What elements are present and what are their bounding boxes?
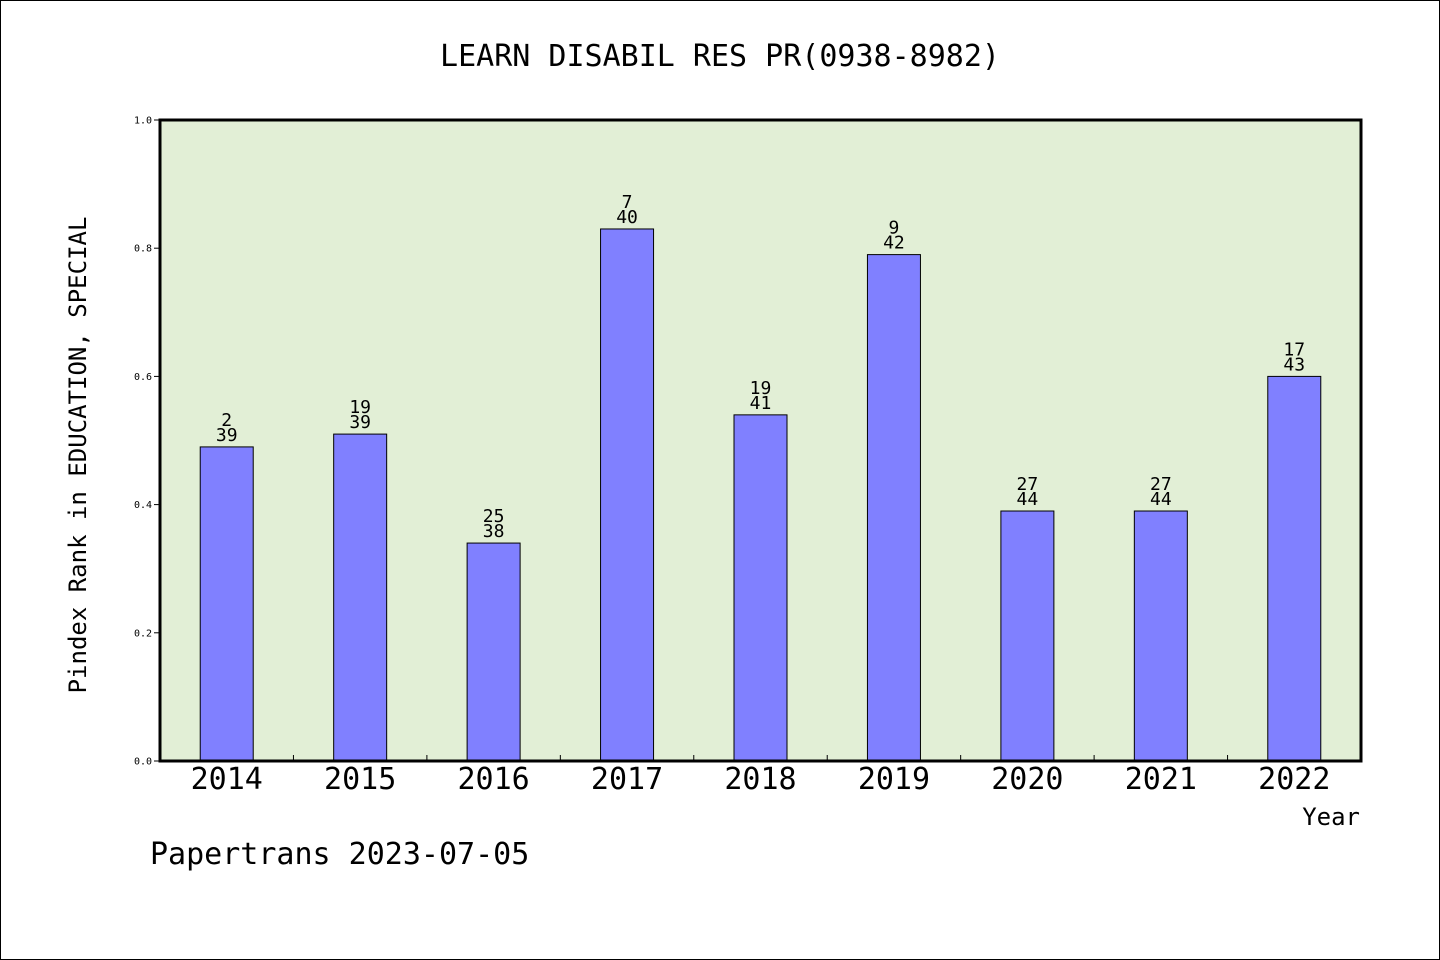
x-tick-label: 2018 (724, 762, 796, 797)
bar-rank-label: 27 (1017, 474, 1039, 495)
x-tick-label: 2015 (324, 762, 396, 797)
footer-credit: Papertrans 2023-07-05 (150, 837, 529, 872)
y-tick-label: 1.0 (134, 116, 152, 127)
bar-rank-label: 2 (221, 410, 232, 431)
bar-total-label: 39 (349, 412, 371, 433)
bar-rank-label: 19 (750, 378, 772, 399)
bar-rank-label: 19 (349, 397, 371, 418)
bar-rank-label: 7 (622, 192, 633, 213)
y-axis-label: Pindex Rank in EDUCATION, SPECIAL (64, 217, 92, 694)
x-axis: 2014 2015 2016 2017 2018 2019 2020 2021 2022 (191, 755, 1330, 797)
bar-total-label: 40 (616, 207, 638, 228)
bar-rank-label: 25 (483, 506, 505, 527)
bar-total-label: 39 (216, 425, 238, 446)
x-tick-label: 2022 (1258, 762, 1330, 797)
x-tick-label: 2019 (858, 762, 930, 797)
chart-title: LEARN DISABIL RES PR(0938-8982) (440, 39, 1000, 74)
bar-total-label: 44 (1150, 489, 1172, 510)
y-tick-label: 0.6 (134, 372, 152, 383)
bar-total-label: 44 (1017, 489, 1039, 510)
x-tick-label: 2014 (191, 762, 263, 797)
plot-border (158, 118, 1363, 763)
x-tick-label: 2016 (457, 762, 529, 797)
bar-2021 (1133, 510, 1188, 762)
bar-total-label: 38 (483, 521, 505, 542)
bar-total-label: 41 (750, 393, 772, 414)
bar-2020 (1000, 510, 1055, 762)
bar-2015 (333, 433, 388, 762)
x-axis-label: Year (1302, 803, 1360, 831)
x-tick-label: 2021 (1125, 762, 1197, 797)
bar-rank-label: 17 (1283, 339, 1305, 360)
bar-2018 (733, 414, 788, 762)
bar-total-label: 43 (1283, 354, 1305, 375)
bar-rank-label: 27 (1150, 474, 1172, 495)
bar-rank-label: 9 (889, 218, 900, 239)
y-tick-label: 0.2 (134, 628, 152, 639)
bar-2014 (199, 446, 254, 762)
bar-2019 (866, 254, 921, 762)
y-axis: 0.0 0.2 0.4 0.6 0.8 1.0 (134, 116, 160, 768)
y-tick-label: 0.8 (134, 244, 152, 255)
x-tick-label: 2017 (591, 762, 663, 797)
y-tick-label: 0.4 (134, 500, 152, 511)
bars-group (199, 228, 1322, 762)
bar-2017 (600, 228, 655, 762)
y-tick-label: 0.0 (134, 757, 152, 768)
bar-total-label: 42 (883, 233, 905, 254)
bar-2016 (466, 542, 521, 762)
x-tick-label: 2020 (991, 762, 1063, 797)
bar-2022 (1267, 375, 1322, 762)
